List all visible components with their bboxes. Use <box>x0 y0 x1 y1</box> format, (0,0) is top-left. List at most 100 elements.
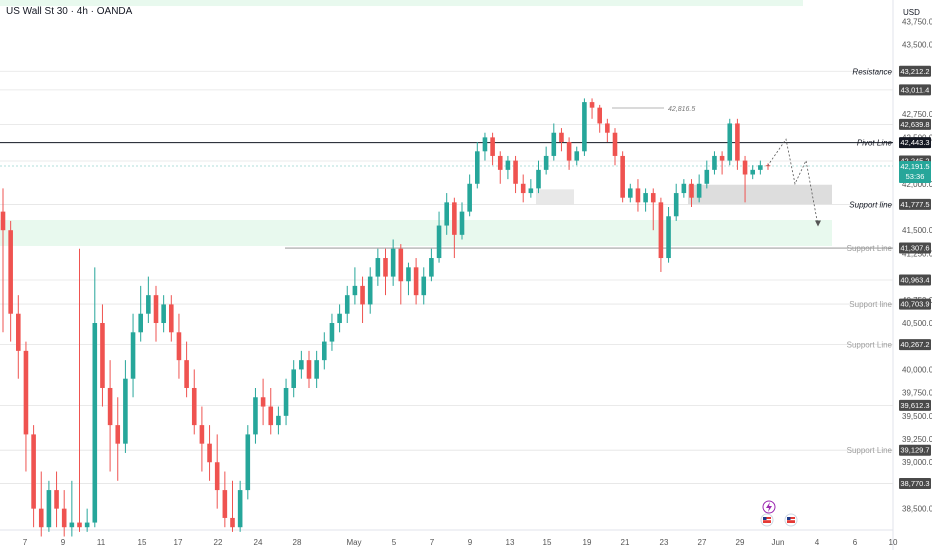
candle-body-91 <box>696 183 702 198</box>
x-tick-15: 21 <box>621 538 630 547</box>
candle-body-19 <box>146 295 151 314</box>
candle-body-97 <box>742 160 748 175</box>
flag-white-stripe-0 <box>763 519 771 521</box>
candle-body-4 <box>31 434 36 509</box>
y-tick-12: 39,250.0 <box>902 435 932 444</box>
price-tag-11 <box>899 399 931 411</box>
flag-canton-1 <box>787 517 791 520</box>
candle-body-70 <box>536 169 541 189</box>
price-tag-text-0: 43,212.2 <box>900 67 929 76</box>
price-tag-8 <box>899 274 931 286</box>
x-tick-11: 9 <box>468 538 473 547</box>
symbol-title: US Wall St 30 · 4h · OANDA <box>6 6 133 17</box>
level-label-9: Support line <box>849 300 892 309</box>
candle-body-63 <box>482 137 488 152</box>
level-label-12: Support Line <box>847 446 893 455</box>
support-zone <box>0 219 832 246</box>
x-tick-20: 4 <box>815 538 820 547</box>
candle-body-51 <box>390 248 396 277</box>
price-tag-text-7: 41,307.6 <box>900 244 929 253</box>
candle-body-46 <box>352 285 358 296</box>
price-tag-text-9: 40,703.9 <box>900 300 929 309</box>
candle-body-40 <box>306 360 312 379</box>
candle-body-29 <box>222 490 228 518</box>
candle-body-98 <box>750 169 755 175</box>
x-tick-5: 22 <box>214 538 223 547</box>
candle-body-65 <box>497 155 503 170</box>
candle-body-31 <box>237 490 243 528</box>
candle-body-52 <box>398 248 404 282</box>
candle-body-30 <box>230 517 235 528</box>
price-tag-text-3: 42,443.3 <box>900 138 929 147</box>
x-tick-22: 10 <box>889 538 898 547</box>
candle-body-61 <box>467 183 472 212</box>
candle-body-56 <box>429 258 434 277</box>
candle-body-55 <box>421 276 427 296</box>
candle-body-83 <box>635 188 641 203</box>
candle-body-49 <box>375 258 381 277</box>
price-tag-13 <box>899 478 931 490</box>
gray-zone-left <box>536 189 574 205</box>
x-tick-14: 19 <box>583 538 592 547</box>
y-tick-11: 39,500.0 <box>902 412 932 421</box>
candle-body-57 <box>436 225 442 259</box>
candle-body-14 <box>107 387 113 426</box>
candle-body-17 <box>130 332 136 379</box>
candle-body-96 <box>735 123 740 161</box>
candle-body-43 <box>329 323 335 342</box>
y-tick-13: 39,000.0 <box>902 458 932 467</box>
candle-body-90 <box>689 183 694 198</box>
candle-body-75 <box>574 151 580 161</box>
price-tag-10 <box>899 339 931 351</box>
x-tick-12: 13 <box>506 538 515 547</box>
candle-body-77 <box>589 102 595 108</box>
candle-body-66 <box>505 160 511 170</box>
price-tag-text-10: 40,267.2 <box>900 340 929 349</box>
y-tick-0: 43,750.0 <box>902 17 932 26</box>
y-tick-2: 42,750.0 <box>902 110 932 119</box>
x-tick-13: 15 <box>543 538 552 547</box>
price-tag-9 <box>899 298 931 310</box>
candle-body-16 <box>123 378 128 444</box>
candle-body-62 <box>475 151 480 184</box>
y-tick-8: 40,500.0 <box>902 319 932 328</box>
y-tick-5: 41,500.0 <box>902 226 932 235</box>
candle-body-27 <box>207 443 212 463</box>
y-tick-4: 42,000.0 <box>902 180 932 189</box>
candle-body-68 <box>520 183 526 194</box>
level-label-0: Resistance <box>852 67 892 76</box>
price-tag-text-2: 42,639.8 <box>900 120 929 129</box>
candle-body-94 <box>719 155 725 161</box>
price-tag-6 <box>899 198 931 210</box>
candle-body-23 <box>176 332 182 361</box>
projection-path <box>767 138 819 226</box>
x-tick-8: May <box>346 538 361 547</box>
candle-body-45 <box>344 295 350 314</box>
x-tick-7: 28 <box>293 538 302 547</box>
candle-body-47 <box>360 285 365 305</box>
x-tick-17: 27 <box>698 538 707 547</box>
candle-body-21 <box>161 304 166 324</box>
candle-body-11 <box>84 522 90 528</box>
candles-group <box>0 98 771 537</box>
flag-canton-0 <box>763 517 767 520</box>
price-tag-text-13: 38,770.3 <box>900 479 929 488</box>
candle-body-2 <box>16 313 21 351</box>
level-label-10: Support Line <box>847 341 893 350</box>
candle-body-95 <box>727 123 733 161</box>
level-label-7: Support Line <box>847 244 893 253</box>
candle-body-60 <box>459 211 465 235</box>
x-tick-9: 5 <box>392 538 397 547</box>
candle-body-78 <box>597 107 602 124</box>
candle-body-39 <box>299 360 304 370</box>
candle-body-26 <box>199 425 205 444</box>
y-tick-10: 39,750.0 <box>902 389 932 398</box>
price-tag-text-5: 42,191.5 <box>900 162 929 171</box>
candle-body-0 <box>0 211 6 231</box>
candle-body-89 <box>681 183 687 194</box>
candle-body-38 <box>291 369 296 388</box>
candle-body-33 <box>253 397 258 435</box>
x-tick-1: 9 <box>61 538 66 547</box>
